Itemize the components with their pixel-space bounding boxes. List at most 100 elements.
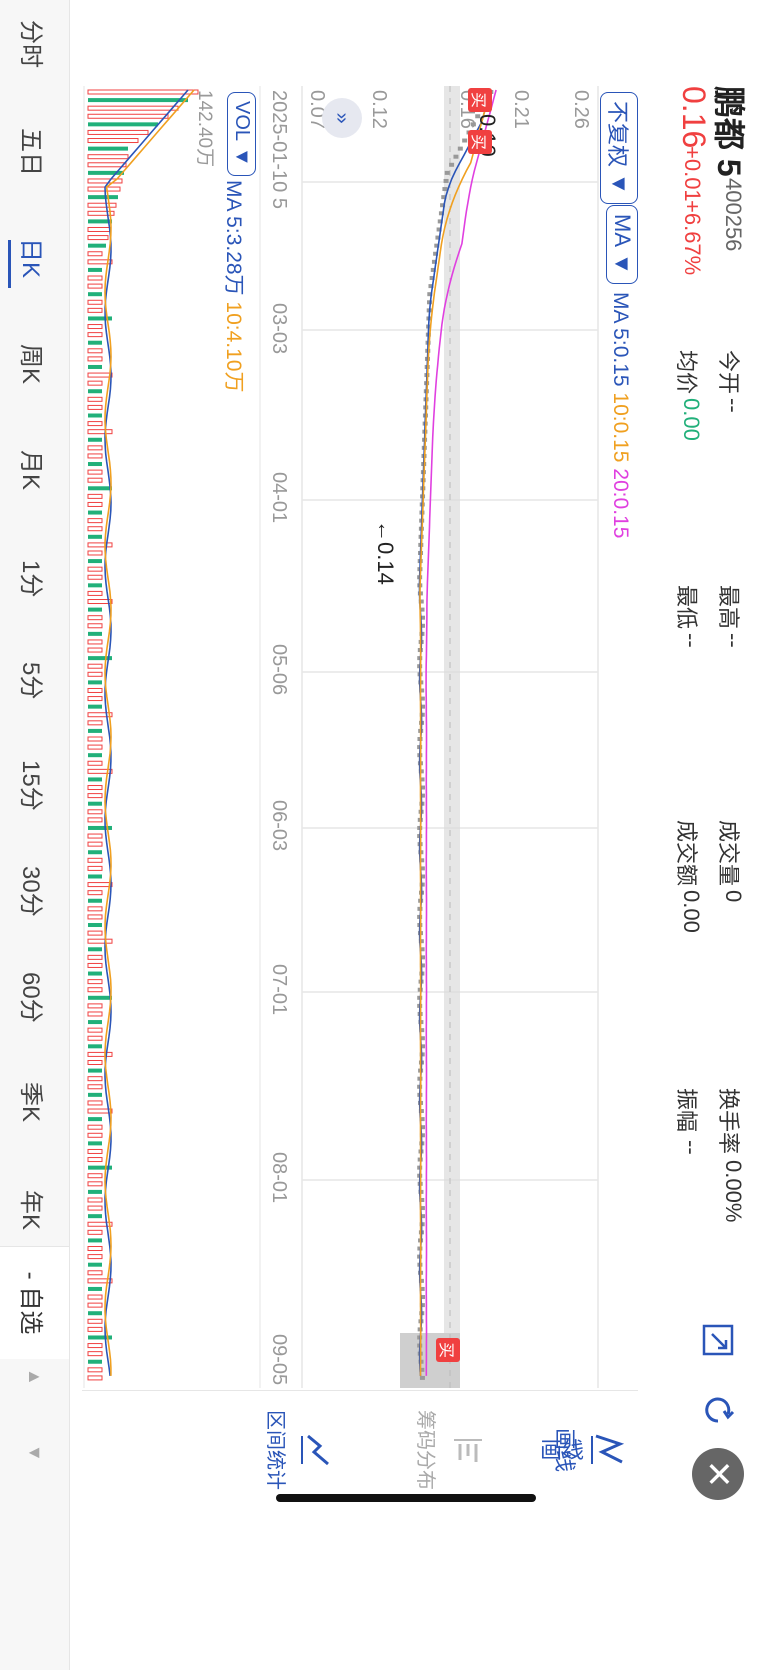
active-tab-underline	[8, 240, 11, 288]
chips-tool[interactable]: 筹码分布	[368, 1400, 488, 1500]
volume-bar	[87, 1060, 103, 1065]
volume-bar	[88, 243, 106, 248]
chips-tool-label: 筹码分布	[414, 1410, 436, 1490]
tab-timeframe[interactable]: 30分	[17, 866, 44, 917]
tab-timeframe[interactable]: 周K	[17, 344, 44, 385]
price-tick: 0.12	[368, 90, 390, 129]
volume-bar	[87, 890, 103, 896]
chevron-down-icon: ▼	[231, 147, 253, 167]
tab-timeframe[interactable]: 日K	[17, 238, 44, 279]
vol-ma-legend: MA 5:3.28万 10:4.10万	[220, 180, 250, 392]
volume-bar	[87, 744, 103, 750]
watchlist-button[interactable]: - 自选	[0, 1246, 69, 1359]
volume-bar	[87, 590, 103, 596]
tab-timeframe[interactable]: 60分	[17, 972, 44, 1023]
volume-bar	[88, 1020, 102, 1025]
candle	[475, 114, 481, 119]
volume-bar	[87, 809, 103, 815]
volume-bar	[88, 753, 102, 758]
volume-bar	[88, 1262, 102, 1267]
buy-marker[interactable]: 买	[468, 130, 492, 154]
volume-bar	[87, 542, 113, 548]
volume-bar	[87, 1181, 103, 1187]
price-band	[444, 86, 460, 1388]
volume-bar	[87, 857, 103, 863]
volume-bar	[88, 437, 102, 442]
volume-bar	[87, 768, 113, 774]
volume-bar	[87, 493, 103, 499]
expand-icon[interactable]	[698, 1320, 738, 1360]
range-tool[interactable]: 区间统计	[218, 1400, 338, 1500]
volume-bar	[88, 971, 102, 976]
volume-bar	[87, 453, 103, 459]
volume-bar	[87, 162, 127, 168]
chips-distribution-icon	[454, 1439, 482, 1462]
volume-bar	[88, 1092, 102, 1097]
vol-select[interactable]: VOL ▼	[227, 92, 256, 176]
candle	[470, 122, 476, 127]
volume-bar	[88, 267, 102, 272]
volume-bar	[88, 316, 112, 321]
date-tick: 06-03	[268, 800, 290, 852]
volume-bar	[88, 1286, 102, 1291]
scroll-up-icon[interactable]: ▲	[25, 1368, 45, 1386]
volume-bar	[88, 534, 102, 539]
volume-bar	[87, 1027, 103, 1033]
volume-bar	[87, 1221, 113, 1227]
refresh-icon[interactable]	[698, 1390, 738, 1430]
volume-bar	[88, 801, 102, 806]
volume-bar	[87, 186, 121, 192]
volume-bar	[87, 1108, 113, 1114]
candle	[444, 170, 450, 175]
volume-bar	[87, 696, 103, 702]
volume-bar	[88, 728, 102, 733]
volume-bar	[88, 923, 102, 928]
tab-timeframe[interactable]: 季K	[17, 1082, 44, 1123]
candle	[419, 1375, 425, 1380]
volume-bar	[88, 389, 102, 394]
volume-bar	[87, 647, 103, 653]
volume-bar	[87, 429, 113, 435]
volume-bar	[87, 687, 103, 693]
volume-bar	[87, 841, 103, 847]
vol-ma10: 10:4.10万	[222, 301, 245, 393]
volume-bar	[88, 462, 102, 467]
volume-bar	[87, 1367, 103, 1373]
tab-timeframe[interactable]: 1分	[17, 560, 44, 598]
tab-timeframe[interactable]: 年K	[17, 1190, 44, 1231]
vol-max-label: 142.40万	[194, 90, 215, 168]
tab-timeframe[interactable]: 分时	[17, 20, 44, 68]
volume-bar	[88, 292, 102, 297]
draw-line-icon	[591, 1434, 625, 1464]
volume-bar	[87, 1084, 103, 1090]
volume-bar	[88, 607, 102, 612]
volume-bar	[87, 865, 103, 871]
volume-bar	[87, 1076, 103, 1082]
price-tick: 0.26	[570, 90, 592, 129]
scroll-down-icon[interactable]: ▼	[25, 1444, 45, 1462]
volume-bar	[88, 631, 102, 636]
volume-bar	[87, 259, 113, 265]
tab-timeframe[interactable]: 五日	[17, 128, 44, 176]
candle	[443, 178, 449, 183]
volume-bar	[87, 962, 103, 968]
volume-bar	[87, 979, 103, 985]
buy-marker[interactable]: 买	[468, 88, 492, 112]
tab-timeframe[interactable]: 15分	[17, 760, 44, 811]
volume-bar	[88, 1311, 102, 1316]
volume-bar	[88, 340, 102, 345]
vol-label: VOL	[231, 101, 253, 142]
volume-bar	[87, 501, 103, 507]
buy-marker[interactable]: 买	[436, 1338, 460, 1362]
ma20-line	[425, 89, 497, 1376]
volume-bar	[88, 850, 102, 855]
draw-tool[interactable]: 画线	[518, 1400, 628, 1500]
tab-timeframe[interactable]: 5分	[17, 662, 44, 700]
volume-bar	[88, 1189, 102, 1194]
volume-bar	[88, 704, 102, 709]
volume-bar	[87, 348, 103, 354]
collapse-chevron-icon[interactable]: »	[322, 98, 362, 138]
volume-bar	[87, 793, 103, 799]
tab-timeframe[interactable]: 月K	[17, 450, 44, 491]
